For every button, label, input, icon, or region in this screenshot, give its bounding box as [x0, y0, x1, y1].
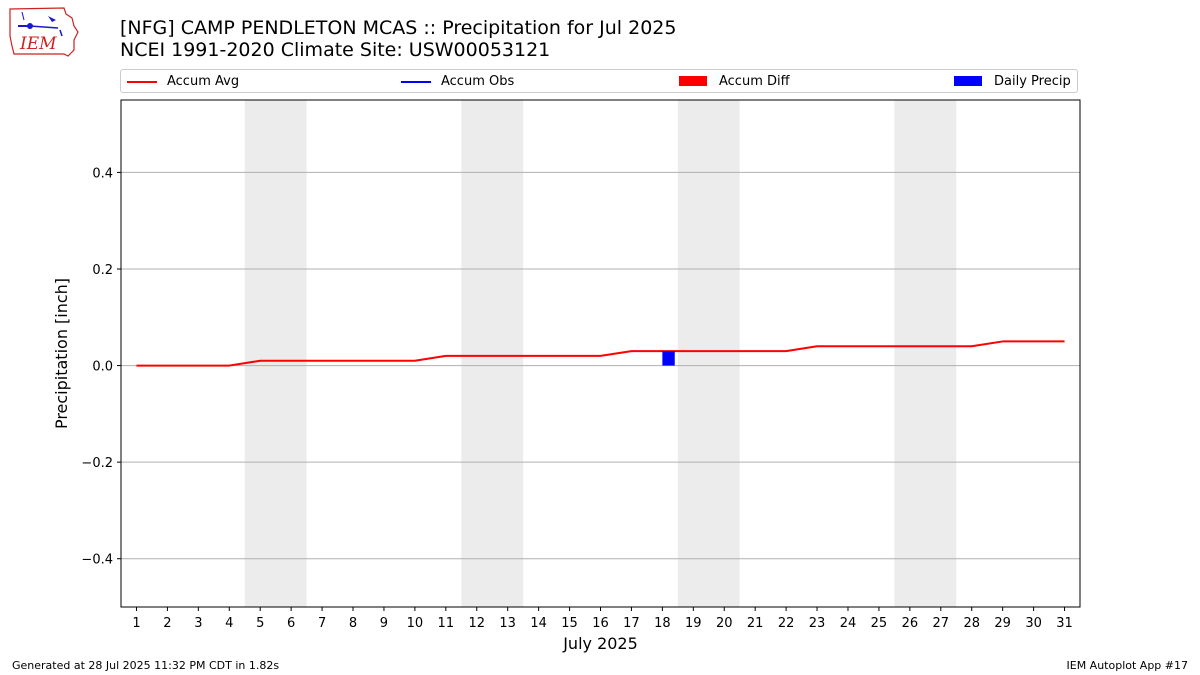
- x-tick-label: 27: [933, 616, 950, 631]
- x-tick-label: 6: [287, 616, 295, 631]
- x-tick-label: 26: [902, 616, 919, 631]
- x-tick-label: 9: [380, 616, 388, 631]
- x-tick-label: 5: [256, 616, 264, 631]
- iem-iowa-weather-logo-icon: IEM: [9, 7, 79, 57]
- accum-avg-line: [136, 340, 1065, 367]
- daily-precip-bar: [662, 351, 675, 366]
- x-tick-label: 2: [163, 616, 171, 631]
- y-tick-label: 0.4: [92, 166, 113, 181]
- x-tick-label: 21: [747, 616, 764, 631]
- x-tick-label: 24: [840, 616, 857, 631]
- x-tick-label: 12: [468, 616, 485, 631]
- x-tick-label: 14: [530, 616, 547, 631]
- chart-title-line2: NCEI 1991-2020 Climate Site: USW00053121: [120, 39, 551, 61]
- x-tick-label: 15: [561, 616, 578, 631]
- x-tick-label: 29: [994, 616, 1011, 631]
- y-tick-label: −0.2: [81, 456, 113, 471]
- x-tick-label: 22: [778, 616, 795, 631]
- weekend-shade-2: [461, 100, 524, 607]
- legend-swatch-accum-diff: [679, 76, 707, 86]
- chart-title: [NFG] CAMP PENDLETON MCAS :: Precipitati…: [120, 17, 676, 61]
- x-tick-label: 4: [225, 616, 233, 631]
- x-tick-label: 16: [592, 616, 609, 631]
- plot-frame: [120, 99, 1081, 608]
- x-tick-label: 25: [871, 616, 888, 631]
- legend: Accum Avg Accum Obs Accum Diff Daily Pre…: [120, 69, 1078, 93]
- legend-label-accum-obs: Accum Obs: [441, 74, 515, 89]
- x-tick-label: 7: [318, 616, 326, 631]
- y-tick-label: 0.2: [92, 263, 113, 278]
- x-tick-label: 1: [132, 616, 140, 631]
- weekend-shade-4: [894, 100, 957, 607]
- legend-label-daily-precip: Daily Precip: [994, 74, 1071, 89]
- legend-label-accum-diff: Accum Diff: [719, 74, 790, 89]
- legend-swatch-accum-avg: [127, 81, 157, 83]
- y-axis-label: Precipitation [inch]: [52, 278, 71, 429]
- legend-label-accum-avg: Accum Avg: [167, 74, 240, 89]
- legend-swatch-daily-precip: [954, 76, 982, 86]
- x-tick-label: 18: [654, 616, 671, 631]
- x-tick-label: 23: [809, 616, 826, 631]
- x-tick-label: 11: [438, 616, 455, 631]
- x-tick-label: 10: [407, 616, 424, 631]
- iem-logo: IEM: [8, 6, 80, 58]
- footer-generated: Generated at 28 Jul 2025 11:32 PM CDT in…: [12, 659, 280, 672]
- x-tick-label: 20: [716, 616, 733, 631]
- weekend-shade-1: [244, 100, 307, 607]
- x-tick-label: 28: [963, 616, 980, 631]
- chart-title-line1: [NFG] CAMP PENDLETON MCAS :: Precipitati…: [120, 17, 677, 39]
- x-tick-label: 3: [194, 616, 202, 631]
- x-tick-label: 30: [1025, 616, 1042, 631]
- x-tick-label: 31: [1056, 616, 1073, 631]
- logo-text: IEM: [19, 34, 57, 54]
- weekend-shade-3: [677, 100, 740, 607]
- x-axis-label: July 2025: [562, 634, 638, 653]
- x-tick-label: 13: [499, 616, 516, 631]
- y-tick-label: 0.0: [92, 360, 113, 375]
- x-tick-label: 17: [623, 616, 640, 631]
- footer-app-id: IEM Autoplot App #17: [1066, 659, 1189, 672]
- y-tick-label: −0.4: [81, 553, 113, 568]
- legend-swatch-accum-obs: [401, 81, 431, 83]
- x-tick-label: 19: [685, 616, 702, 631]
- x-tick-label: 8: [349, 616, 357, 631]
